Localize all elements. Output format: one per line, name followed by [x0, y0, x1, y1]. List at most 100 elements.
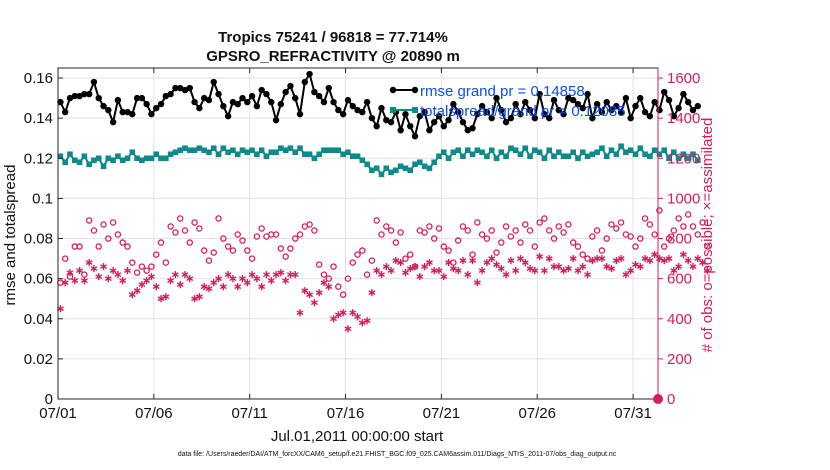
rmse-point — [177, 84, 184, 92]
possible-point — [248, 255, 256, 262]
possible-point — [61, 255, 69, 262]
totalspread-point — [95, 155, 102, 162]
rmse-point — [450, 100, 457, 108]
rmse-point — [315, 92, 323, 100]
rmse-point — [61, 108, 69, 116]
totalspread-point — [369, 167, 375, 174]
totalspread-point — [134, 155, 140, 162]
possible-point — [512, 227, 519, 234]
rmse-point — [239, 94, 246, 102]
rmse-point — [272, 116, 280, 124]
rmse-point — [435, 112, 443, 120]
rmse-point — [488, 114, 495, 122]
possible-point — [536, 219, 543, 226]
rmse-point — [565, 94, 572, 102]
possible-point — [445, 247, 452, 254]
possible-point — [253, 233, 261, 240]
rmse-point — [359, 108, 366, 116]
rmse-point — [411, 133, 419, 140]
assimilated-point — [598, 254, 606, 263]
assimilated-point — [646, 256, 654, 265]
rmse-point — [119, 108, 126, 116]
totalspread-point — [393, 167, 399, 174]
possible-point — [608, 221, 615, 228]
possible-point — [689, 223, 697, 230]
totalspread-point — [479, 149, 485, 156]
assimilated-point — [363, 317, 371, 325]
rmse-point — [498, 106, 505, 114]
possible-point — [287, 245, 294, 252]
assimilated-point — [564, 265, 572, 273]
assimilated-point — [555, 263, 563, 271]
assimilated-point — [622, 271, 630, 279]
rmse-point — [680, 90, 687, 98]
possible-point — [129, 259, 136, 266]
possible-point — [296, 231, 304, 238]
rmse-point — [234, 100, 241, 108]
rmse-point — [569, 96, 577, 104]
possible-point — [138, 263, 146, 270]
totalspread-point — [436, 153, 442, 160]
totalspread-point — [503, 153, 509, 160]
rmse-point — [694, 102, 701, 110]
rmse-point — [383, 116, 390, 124]
assimilated-point — [540, 267, 548, 275]
x-tick-label: 07/11 — [231, 405, 267, 422]
footer-data-file: data file: /Users/raeder/DAI/ATM_forcXX/… — [178, 451, 617, 458]
assimilated-point — [167, 277, 175, 285]
rmse-point — [675, 104, 682, 112]
possible-point — [119, 239, 126, 246]
rmse-point — [493, 94, 500, 102]
rmse-point — [363, 98, 371, 106]
totalspread-point — [560, 153, 567, 160]
totalspread-point — [512, 147, 519, 154]
totalspread-point — [206, 149, 212, 156]
rmse-point — [546, 114, 553, 122]
totalspread-point — [412, 161, 418, 168]
totalspread-point — [671, 149, 677, 156]
totalspread-point — [172, 149, 179, 156]
totalspread-point — [373, 165, 380, 172]
rmse-point — [220, 102, 227, 110]
rmse-point — [76, 92, 83, 100]
totalspread-point — [215, 151, 222, 158]
possible-point — [200, 247, 208, 254]
assimilated-point — [262, 271, 270, 279]
rmse-point — [320, 98, 328, 106]
axis-ticks: 07/01 07/06 07/11 07/16 07/21 07/26 07/31 0 0.02… — [24, 68, 700, 422]
totalspread-point — [685, 155, 691, 162]
rmse-point — [344, 96, 352, 104]
assimilated-point — [104, 275, 112, 283]
possible-point — [325, 275, 333, 282]
legend: rmse grand pr = 0.14858 totalspread/gran… — [389, 83, 626, 120]
legend-rmse-marker-right — [411, 86, 419, 94]
assimilated-point — [109, 267, 117, 275]
totalspread-point — [642, 151, 648, 158]
rmse-point — [670, 112, 678, 120]
rmse-point — [215, 90, 222, 98]
possible-point — [210, 249, 218, 256]
rmse-point — [632, 102, 639, 110]
totalspread-point — [618, 143, 624, 150]
rmse-point — [608, 106, 615, 114]
totalspread-point — [67, 151, 73, 158]
rmse-point — [191, 98, 198, 106]
rmse-point — [651, 98, 658, 106]
possible-point — [167, 223, 174, 230]
assimilated-point — [488, 254, 496, 263]
totalspread-point — [378, 171, 385, 178]
possible-point — [95, 243, 102, 250]
possible-point — [306, 221, 313, 228]
rmse-point — [617, 108, 625, 116]
y-tick-label-right: 1200 — [667, 150, 700, 167]
assimilated-point — [71, 277, 79, 285]
assimilated-point — [114, 271, 122, 279]
totalspread-point — [440, 149, 447, 156]
y-tick-label-right: 600 — [667, 271, 692, 288]
rmse-point — [531, 114, 539, 122]
possible-point — [646, 221, 654, 228]
rmse-point — [263, 90, 270, 98]
totalspread-point — [666, 155, 672, 162]
totalspread-point — [349, 153, 356, 160]
assimilated-point — [445, 258, 453, 267]
